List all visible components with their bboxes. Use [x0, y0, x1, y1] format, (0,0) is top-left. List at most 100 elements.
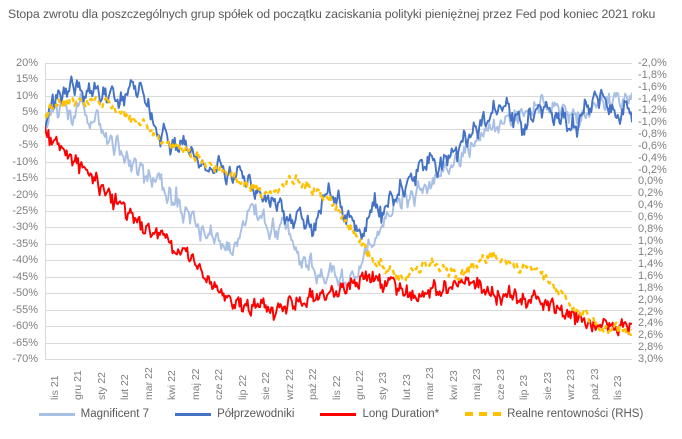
x-axis-tick: kwi 23	[447, 370, 460, 400]
x-axis-tick: paź 22	[307, 368, 320, 400]
y-axis-tick-left: 10%	[15, 89, 38, 102]
grid-line	[45, 145, 632, 147]
y-axis-tick-left: 0%	[22, 122, 38, 135]
y-axis-tick-right: -2,0%	[638, 57, 667, 69]
grid-line	[45, 326, 632, 328]
x-axis-tick: gru 22	[353, 370, 366, 400]
y-axis-tick-left: -10%	[12, 155, 38, 168]
plot-area	[45, 63, 632, 360]
x-axis-tick: lut 22	[119, 374, 132, 400]
y-axis-tick-right: -1,6%	[638, 80, 667, 93]
legend-item[interactable]: Półprzewodniki	[175, 408, 294, 420]
x-axis-tick: wrz 22	[283, 369, 296, 400]
y-axis-tick-left: -25%	[12, 205, 38, 217]
y-axis-tick-right: 2,6%	[638, 329, 664, 342]
y-axis-tick-right: 2,2%	[638, 305, 664, 318]
y-axis-tick-left: -55%	[12, 303, 38, 316]
grid-line	[45, 178, 632, 180]
y-axis-tick-left: -30%	[12, 221, 38, 234]
y-axis-tick-right: -1,8%	[638, 68, 667, 81]
y-axis-tick-right: 1,6%	[638, 270, 664, 283]
legend-swatch-icon	[38, 412, 75, 416]
x-axis-tick: sie 22	[260, 371, 273, 400]
x-axis-tick: maj 22	[189, 368, 202, 400]
y-axis-tick-left: -15%	[12, 172, 38, 185]
y-axis-tick-right: 0,8%	[638, 222, 664, 235]
y-axis-tick-right: -1,0%	[638, 116, 667, 129]
y-axis-tick-right: -1,4%	[638, 92, 667, 105]
grid-line	[45, 260, 632, 262]
y-axis-tick-right: -0,8%	[638, 128, 667, 141]
y-axis-tick-right: 0,4%	[638, 199, 664, 212]
x-axis-tick: mar 22	[142, 367, 155, 400]
legend-label: Magnificent 7	[80, 408, 150, 420]
y-axis-tick-right: 3,0%	[638, 353, 664, 365]
series-line-2	[45, 75, 632, 241]
y-axis-tick-right: 1,0%	[638, 234, 664, 247]
y-axis-tick-left: -60%	[12, 320, 38, 333]
y-axis-tick-right: 2,0%	[638, 293, 664, 306]
y-axis-tick-right: -0,6%	[638, 139, 667, 152]
legend-swatch-icon	[320, 412, 357, 416]
grid-line	[45, 128, 632, 130]
x-axis-tick: sty 23	[377, 371, 390, 400]
x-axis-tick: lis 21	[48, 375, 61, 400]
y-axis-tick-right: -0,2%	[638, 163, 667, 176]
y-axis-tick-left: -45%	[12, 270, 38, 283]
y-axis-tick-left: 20%	[15, 57, 38, 69]
legend-swatch-icon	[175, 412, 212, 416]
grid-line	[45, 95, 632, 97]
y-axis-tick-left: 5%	[22, 106, 38, 119]
grid-line	[45, 243, 632, 245]
y-axis-tick-right: 1,4%	[638, 258, 664, 271]
y-axis-tick-left: 15%	[15, 73, 38, 86]
series-lines	[45, 75, 632, 337]
y-axis-tick-right: 0,6%	[638, 210, 664, 223]
page-title: Stopa zwrotu dla poszczególnych grup spó…	[8, 7, 656, 21]
x-axis: lis 21 gru 21 sty 22 lut 22 mar 22 kwi 22 maj …	[45, 362, 632, 400]
x-axis-tick: gru 21	[72, 370, 85, 400]
x-axis-tick: maj 23	[471, 368, 484, 400]
y-axis-tick-right: -0,4%	[638, 151, 667, 164]
grid-line	[45, 342, 632, 344]
grid-line	[45, 112, 632, 114]
y-axis-tick-right: -1,2%	[638, 104, 667, 117]
grid-line	[45, 63, 632, 64]
grid-line	[45, 276, 632, 278]
x-axis-tick: cze 22	[213, 369, 226, 400]
y-axis-line	[45, 63, 46, 360]
y-axis-tick-left: -65%	[12, 336, 38, 349]
grid-line	[45, 161, 632, 163]
grid-line	[45, 79, 632, 81]
y-axis-tick-left: -40%	[12, 254, 38, 267]
y-axis-tick-left: -50%	[12, 287, 38, 300]
legend-swatch-icon	[465, 412, 502, 416]
x-axis-tick: cze 23	[494, 369, 507, 400]
x-axis-tick: wrz 23	[565, 369, 578, 400]
series-line-3	[45, 125, 632, 337]
chart-legend: Magnificent 7 Półprzewodniki Long Duration…	[0, 408, 682, 420]
y-axis-tick-left: -70%	[12, 353, 38, 365]
legend-label: Realne rentowności (RHS)	[507, 408, 644, 420]
x-axis-tick: lip 22	[236, 374, 249, 400]
legend-label: Półprzewodniki	[217, 408, 295, 420]
x-axis-tick: lis 22	[330, 375, 343, 400]
legend-item[interactable]: Realne rentowności (RHS)	[465, 408, 643, 420]
y-axis-tick-left: -35%	[12, 237, 38, 250]
x-axis-tick: paź 23	[588, 368, 601, 400]
x-axis-tick: sie 23	[541, 371, 554, 400]
y-axis-tick-right: 1,8%	[638, 281, 664, 294]
grid-line	[45, 309, 632, 311]
legend-label: Long Duration*	[362, 408, 440, 420]
series-line-1	[45, 90, 632, 288]
y-axis-tick-right: 2,4%	[638, 317, 664, 330]
x-axis-tick: kwi 22	[166, 370, 179, 400]
grid-line	[45, 359, 632, 360]
y-axis-tick-left: -20%	[12, 188, 38, 201]
grid-line	[45, 227, 632, 229]
y-axis-tick-right: 1,2%	[638, 246, 664, 259]
series-line-4	[45, 95, 632, 337]
legend-item[interactable]: Magnificent 7	[38, 408, 150, 420]
y-axis-tick-right: 2,8%	[638, 341, 664, 354]
legend-item[interactable]: Long Duration*	[320, 408, 439, 420]
